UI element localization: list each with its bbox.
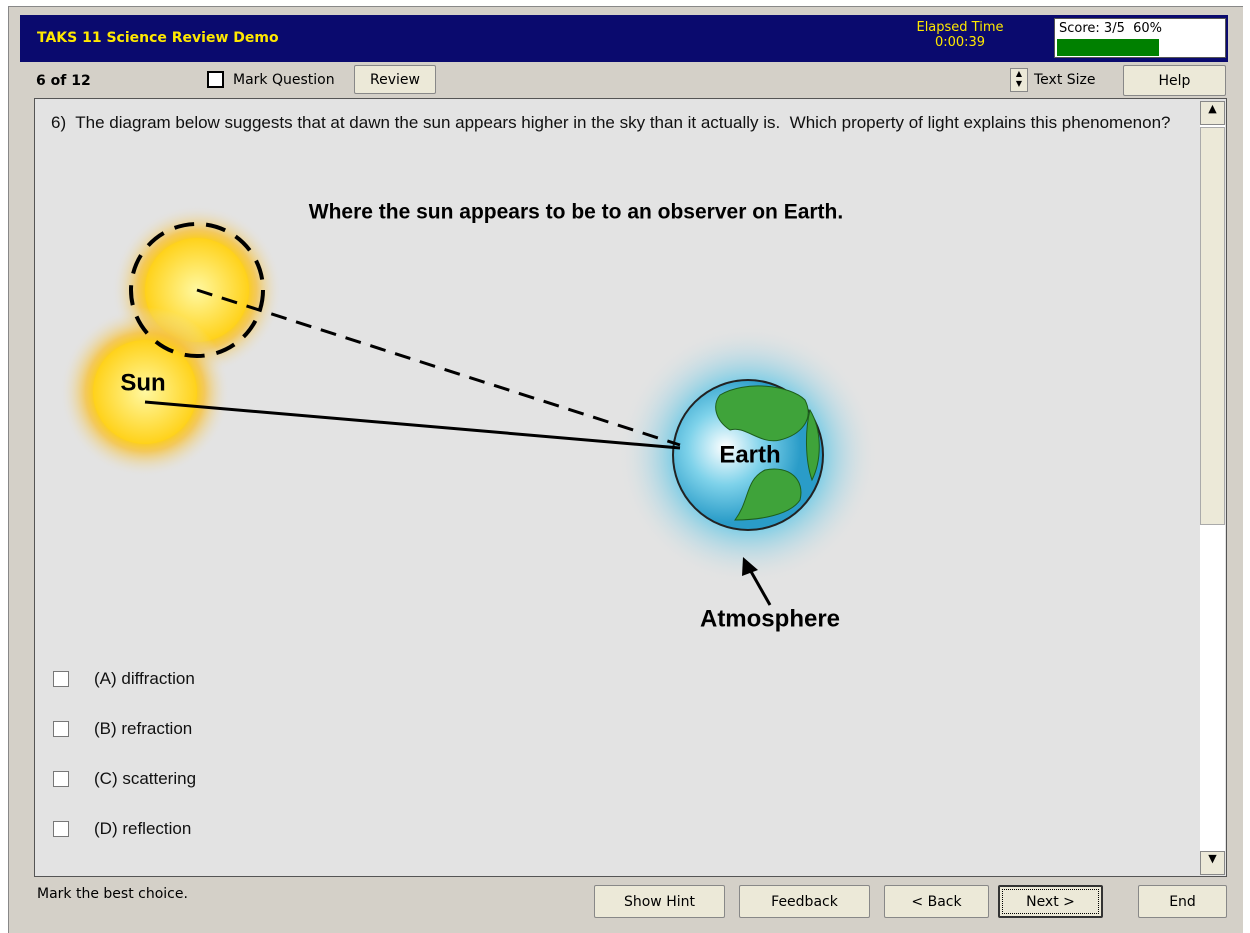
scroll-up[interactable]: ▲ [1200, 101, 1225, 125]
scroll-thumb[interactable] [1200, 127, 1225, 525]
choice-checkbox[interactable] [53, 671, 69, 687]
choice-label[interactable]: (A) diffraction [94, 669, 195, 689]
earth-label: Earth [719, 441, 780, 468]
choice-label[interactable]: (C) scattering [94, 769, 196, 789]
diagram-title: Where the sun appears to be to an observ… [309, 201, 843, 224]
footer-button[interactable]: End [1138, 885, 1227, 918]
actual-ray [145, 402, 680, 448]
diagram: Where the sun appears to be to an observ… [0, 0, 1250, 932]
footer-button[interactable]: Show Hint [594, 885, 725, 918]
choice-checkbox[interactable] [53, 821, 69, 837]
scroll-down[interactable]: ▼ [1200, 851, 1225, 875]
footer-button[interactable]: < Back [884, 885, 989, 918]
footer-button[interactable]: Next > [998, 885, 1103, 918]
sun-label: Sun [120, 369, 165, 396]
choice-checkbox[interactable] [53, 771, 69, 787]
app: TAKS 11 Science Review Demo Elapsed Time… [0, 0, 1250, 932]
choice-label[interactable]: (D) reflection [94, 819, 191, 839]
footer-button[interactable]: Feedback [739, 885, 870, 918]
atmosphere-label: Atmosphere [700, 605, 840, 632]
choice-checkbox[interactable] [53, 721, 69, 737]
instruction: Mark the best choice. [37, 886, 188, 902]
choice-label[interactable]: (B) refraction [94, 719, 192, 739]
apparent-ray [197, 290, 680, 445]
scrollbar[interactable]: ▲ ▼ [1200, 101, 1225, 875]
